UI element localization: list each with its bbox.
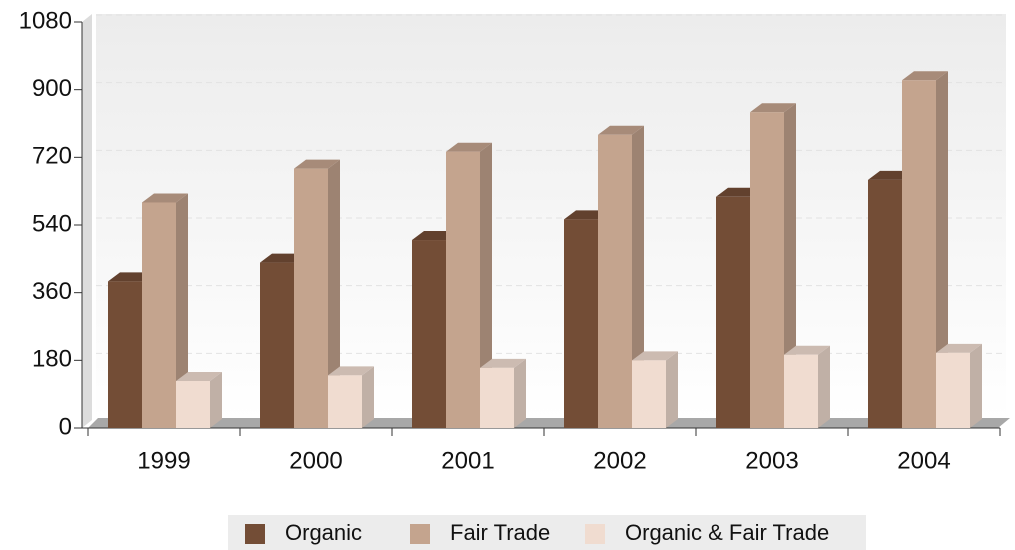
bar-front (260, 262, 294, 428)
back-wall (96, 14, 1006, 420)
x-tick-label: 2001 (441, 447, 494, 474)
bar-front (936, 352, 970, 428)
y-tick-label: 720 (32, 143, 72, 170)
bar-front (784, 354, 818, 428)
y-tick-label: 1080 (19, 7, 72, 34)
bar-side (210, 372, 222, 428)
bar-front (294, 168, 328, 428)
x-tick-label: 2000 (289, 447, 342, 474)
bar (902, 71, 948, 428)
x-tick-label: 2003 (745, 447, 798, 474)
x-tick-label: 2002 (593, 447, 646, 474)
bar-front (328, 375, 362, 428)
y-tick-label: 540 (32, 210, 72, 237)
bar-front (142, 202, 176, 428)
bar-top (632, 351, 678, 361)
bar-front (598, 134, 632, 428)
x-tick-label: 1999 (137, 447, 190, 474)
bar-front (480, 367, 514, 428)
bar (750, 103, 796, 428)
bar-top (902, 71, 948, 81)
bar-top (480, 358, 526, 368)
bar-front (108, 281, 142, 428)
bar (632, 351, 678, 428)
bar-front (716, 196, 750, 428)
y-tick-label: 180 (32, 346, 72, 373)
bar-top (176, 372, 222, 382)
bar (446, 142, 492, 428)
bar-front (176, 381, 210, 428)
bar-front (446, 151, 480, 428)
bar-top (446, 142, 492, 152)
bar-front (564, 219, 598, 428)
bar-side (936, 71, 948, 428)
bar (328, 366, 374, 428)
bar (598, 125, 644, 429)
bar-top (294, 159, 340, 169)
bar-top (598, 125, 644, 135)
bar-top (328, 366, 374, 376)
bar-top (936, 343, 982, 353)
bar (142, 193, 188, 428)
bar (294, 159, 340, 428)
bar (936, 343, 982, 428)
legend-swatch (410, 524, 430, 544)
bar-front (632, 360, 666, 428)
y-tick-label: 0 (59, 413, 72, 440)
bar (480, 358, 526, 428)
bar-side (514, 358, 526, 428)
y-tick-label: 900 (32, 75, 72, 102)
bar-side (328, 159, 340, 428)
bar-side (970, 343, 982, 428)
legend-swatch (585, 524, 605, 544)
legend-label: Fair Trade (450, 520, 550, 545)
legend-label: Organic & Fair Trade (625, 520, 829, 545)
x-tick-label: 2004 (897, 447, 950, 474)
bar-side (176, 193, 188, 428)
bar-front (868, 179, 902, 428)
legend-swatch (245, 524, 265, 544)
legend-label: Organic (285, 520, 362, 545)
bar-top (750, 103, 796, 113)
bar-top (142, 193, 188, 203)
bar-side (480, 142, 492, 428)
bar-side (784, 103, 796, 428)
bar-side (818, 345, 830, 428)
legend-box (228, 515, 866, 550)
bar-side (632, 125, 644, 429)
bar-side (362, 366, 374, 428)
bar-front (412, 240, 446, 428)
bar-top (784, 345, 830, 355)
bar-side (666, 351, 678, 428)
bar-front (902, 80, 936, 428)
side-wall (82, 14, 92, 428)
y-tick-label: 360 (32, 278, 72, 305)
bar (784, 345, 830, 428)
bar (176, 372, 222, 428)
bar-front (750, 112, 784, 428)
